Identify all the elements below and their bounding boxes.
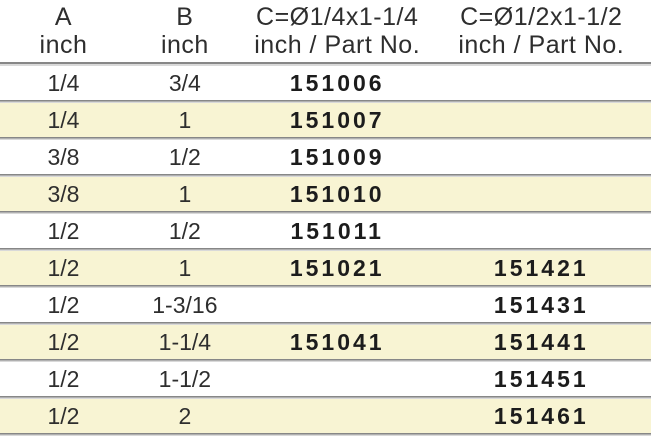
cell-b: 1/2 (168, 217, 201, 244)
row-divider-line (0, 359, 651, 362)
row-divider-line (0, 174, 651, 177)
cell-a: 1/2 (47, 365, 80, 392)
column-header-c-half-unit: inch / Part No. (458, 31, 625, 59)
bottom-divider-line (0, 433, 651, 436)
column-header-c-quarter: C=Ø1/4x1-1/4 inch / Part No. (243, 3, 432, 59)
row-divider-line (0, 396, 651, 399)
cell-a: 1/2 (47, 217, 80, 244)
table-row: 1/2 1-3/16 151431 (0, 288, 651, 322)
cell-b: 1-1/2 (158, 365, 212, 392)
table-row: 1/2 1-1/4 151041 151441 (0, 325, 651, 359)
table-row: 1/2 1-1/2 151451 (0, 362, 651, 396)
cell-a: 3/8 (47, 180, 80, 207)
cell-part-no-quarter: 151041 (289, 328, 385, 355)
column-header-b-title: B (176, 3, 194, 31)
cell-b: 1/2 (168, 143, 201, 170)
cell-b: 1 (178, 254, 192, 281)
cell-part-no-quarter: 151010 (289, 180, 385, 207)
column-header-a: A inch (0, 3, 127, 59)
cell-a: 1/2 (47, 291, 80, 318)
cell-part-no-quarter: 151021 (289, 254, 385, 281)
row-divider-line (0, 100, 651, 103)
cell-a: 1/4 (47, 106, 80, 133)
column-header-b: B inch (127, 3, 243, 59)
header-divider-line (0, 62, 651, 66)
row-divider-line (0, 137, 651, 140)
column-header-a-title: A (54, 3, 73, 31)
cell-b: 3/4 (168, 69, 201, 96)
table-row: 1/4 3/4 151006 (0, 66, 651, 100)
table-row: 1/4 1 151007 (0, 103, 651, 137)
cell-b: 2 (178, 402, 192, 429)
cell-b: 1-1/4 (158, 328, 212, 355)
cell-a: 1/2 (47, 402, 80, 429)
table-row: 1/2 1 151021 151421 (0, 251, 651, 285)
cell-b: 1 (178, 106, 192, 133)
row-divider-line (0, 211, 651, 214)
cell-a: 1/2 (47, 254, 80, 281)
parts-dimension-table: A inch B inch C=Ø1/4x1-1/4 inch / Part N… (0, 0, 651, 436)
column-header-a-unit: inch (39, 31, 88, 59)
column-header-b-unit: inch (160, 31, 209, 59)
cell-part-no-half: 151431 (493, 291, 589, 318)
cell-a: 3/8 (47, 143, 80, 170)
row-divider-line (0, 322, 651, 325)
cell-part-no-half: 151441 (493, 328, 589, 355)
table-row: 1/2 1/2 151011 (0, 214, 651, 248)
column-header-c-half: C=Ø1/2x1-1/2 inch / Part No. (432, 3, 651, 59)
table-row: 3/8 1/2 151009 (0, 140, 651, 174)
cell-b: 1-3/16 (152, 291, 218, 318)
column-header-c-quarter-unit: inch / Part No. (254, 31, 421, 59)
table-row: 1/2 2 151461 (0, 399, 651, 433)
cell-part-no-half: 151461 (493, 402, 589, 429)
cell-part-no-half: 151451 (493, 365, 589, 392)
column-header-c-half-title: C=Ø1/2x1-1/2 (460, 3, 623, 31)
cell-part-no-quarter: 151011 (290, 217, 384, 244)
column-header-c-quarter-title: C=Ø1/4x1-1/4 (256, 3, 419, 31)
cell-a: 1/4 (47, 69, 80, 96)
cell-part-no-half: 151421 (493, 254, 589, 281)
row-divider-line (0, 285, 651, 288)
row-divider-line (0, 248, 651, 251)
cell-part-no-quarter: 151006 (289, 69, 385, 96)
cell-part-no-quarter: 151009 (289, 143, 385, 170)
table-row: 3/8 1 151010 (0, 177, 651, 211)
cell-a: 1/2 (47, 328, 80, 355)
table-header-row: A inch B inch C=Ø1/4x1-1/4 inch / Part N… (0, 0, 651, 62)
cell-b: 1 (178, 180, 192, 207)
cell-part-no-quarter: 151007 (289, 106, 385, 133)
